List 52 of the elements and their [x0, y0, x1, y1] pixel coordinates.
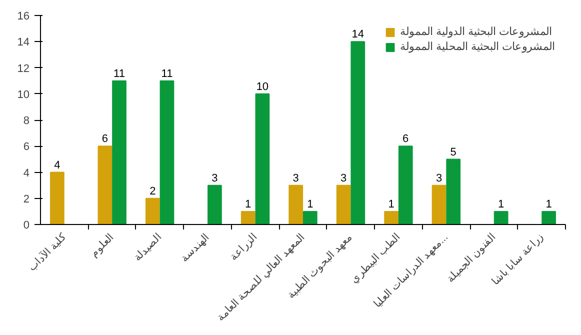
data-label: 6 [402, 133, 409, 146]
data-label: 6 [102, 133, 108, 146]
legend-label: المشروعات البحثية المحلية الممولة [400, 40, 555, 53]
y-tick-label: 12 [17, 62, 30, 75]
data-label: 10 [256, 80, 269, 93]
x-tick-label: الهندسة [178, 231, 212, 264]
y-tick-label: 2 [23, 193, 30, 206]
data-label: 1 [307, 198, 314, 211]
bar [288, 184, 304, 224]
data-label: 1 [388, 198, 394, 211]
legend-label: المشروعات البحثية الدولية الممولة [400, 25, 552, 38]
bar [160, 80, 174, 224]
data-label: 3 [436, 172, 442, 184]
data-label: 2 [150, 185, 156, 198]
bar [112, 80, 126, 224]
data-label: 3 [212, 172, 218, 184]
x-tick-label: الصيدلة [132, 231, 164, 264]
y-tick-label: 14 [17, 36, 30, 49]
bar [446, 158, 461, 224]
data-label: 3 [292, 172, 299, 184]
y-tick-label: 8 [23, 115, 30, 127]
bar [255, 93, 270, 224]
data-label: 4 [54, 159, 60, 172]
bar [302, 210, 318, 224]
bar [542, 210, 556, 224]
data-label: 1 [245, 198, 252, 211]
x-tick-label: كلية الآداب [26, 230, 70, 274]
bar [398, 146, 413, 224]
bar [350, 41, 366, 224]
y-tick-label: 6 [23, 141, 30, 154]
data-label: 11 [161, 68, 173, 80]
y-tick-label: 16 [17, 10, 30, 22]
y-tick-label: 4 [23, 167, 30, 180]
bar [208, 184, 222, 224]
y-tick-label: 0 [23, 220, 30, 232]
bar [240, 210, 256, 224]
x-tick-label: الزراعة [228, 231, 260, 264]
bar [50, 172, 64, 224]
data-label: 3 [340, 172, 347, 184]
data-label: 14 [352, 28, 364, 41]
bar [432, 184, 446, 224]
bar [145, 198, 160, 224]
bar [384, 210, 398, 224]
bar [494, 210, 508, 224]
y-tick-label: 10 [17, 88, 30, 101]
bar [98, 146, 112, 224]
data-label: 5 [450, 146, 456, 158]
bar [336, 184, 351, 224]
x-tick-label: العلوم [88, 231, 116, 260]
data-label: 11 [114, 68, 125, 80]
data-label: 1 [498, 198, 504, 211]
data-label: 1 [546, 198, 552, 211]
